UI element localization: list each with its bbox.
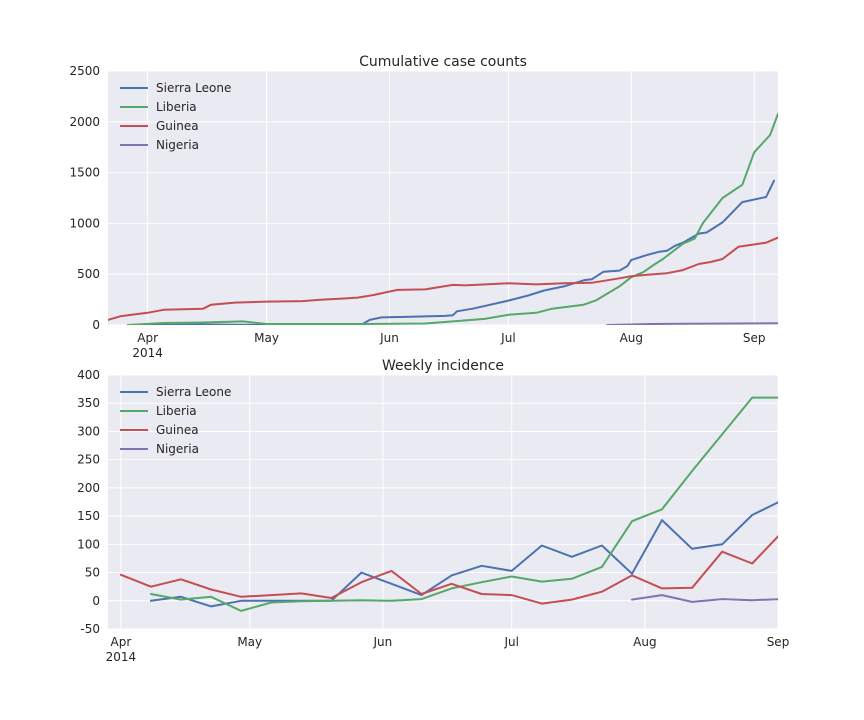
y-tick-label: 2000: [69, 115, 100, 129]
legend-label: Sierra Leone: [156, 81, 231, 95]
legend-label: Liberia: [156, 404, 197, 418]
x-tick-label: Apr: [111, 635, 132, 649]
x-tick-label: Jun: [379, 331, 399, 345]
plot-background: [108, 71, 778, 325]
x-tick-sublabel: 2014: [132, 346, 163, 360]
legend-label: Guinea: [156, 119, 199, 133]
x-tick-label: Aug: [620, 331, 643, 345]
legend-label: Liberia: [156, 100, 197, 114]
series-line-sierra-leone: [149, 501, 778, 608]
series-line-guinea: [119, 534, 778, 605]
x-tick-label: Aug: [633, 635, 656, 649]
x-tick-label: Jun: [372, 635, 392, 649]
y-tick-label: 100: [77, 537, 100, 551]
y-tick-label: 50: [85, 566, 100, 580]
legend: Sierra Leone Liberia Guinea Nigeria: [120, 81, 231, 152]
y-tick-label: 250: [77, 453, 100, 467]
x-tick-label: Jul: [500, 331, 515, 345]
series-line-guinea: [108, 236, 778, 321]
y-tick-label: 300: [77, 424, 100, 438]
y-tick-label: 200: [77, 481, 100, 495]
x-tick-label: May: [254, 331, 279, 345]
y-tick-label: 1000: [69, 216, 100, 230]
legend-label: Guinea: [156, 423, 199, 437]
x-tick-label: Apr: [137, 331, 158, 345]
x-tick-label: May: [237, 635, 262, 649]
y-tick-label: 400: [77, 368, 100, 382]
x-tick-label: Jul: [503, 635, 518, 649]
series-line-nigeria: [606, 322, 778, 325]
x-tick-label: Sep: [767, 635, 790, 649]
series-line-nigeria: [631, 594, 778, 603]
x-tick-label: Sep: [743, 331, 766, 345]
gridlines: [108, 70, 778, 326]
series-lines: [119, 396, 778, 612]
chart-title: Weekly incidence: [382, 358, 504, 374]
y-tick-label: 2500: [69, 64, 100, 78]
chart-title: Cumulative case counts: [359, 54, 527, 70]
x-tick-sublabel: 2014: [106, 650, 137, 664]
series-lines: [108, 112, 778, 325]
y-tick-label: 150: [77, 509, 100, 523]
y-tick-label: -50: [80, 622, 100, 636]
y-tick-label: 500: [77, 267, 100, 281]
legend-label: Nigeria: [156, 442, 199, 456]
gridlines: [108, 374, 779, 630]
legend: Sierra Leone Liberia Guinea Nigeria: [120, 385, 231, 456]
y-tick-label: 0: [92, 594, 100, 608]
series-line-liberia: [149, 396, 778, 612]
y-tick-label: 0: [92, 318, 100, 332]
y-tick-label: 1500: [69, 166, 100, 180]
legend-label: Sierra Leone: [156, 385, 231, 399]
legend-label: Nigeria: [156, 138, 199, 152]
series-line-liberia: [126, 112, 778, 325]
y-tick-label: 350: [77, 396, 100, 410]
